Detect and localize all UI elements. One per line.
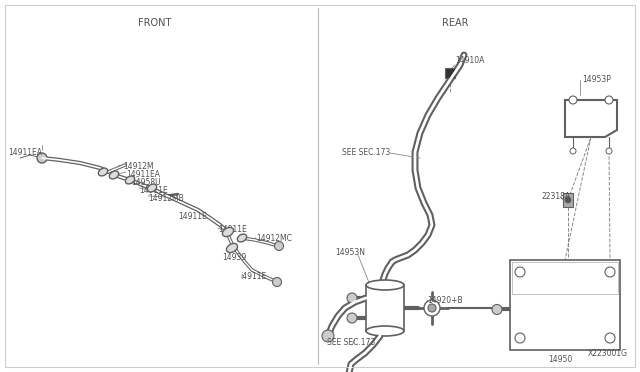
Circle shape — [322, 330, 334, 342]
Text: 14911E: 14911E — [218, 225, 247, 234]
Circle shape — [515, 333, 525, 343]
Text: 14912M: 14912M — [123, 162, 154, 171]
Circle shape — [570, 148, 576, 154]
Text: SEE SEC.173: SEE SEC.173 — [342, 148, 390, 157]
Text: 14939: 14939 — [222, 253, 246, 262]
Text: 14912MB: 14912MB — [148, 194, 184, 203]
Text: SEE SEC.173: SEE SEC.173 — [327, 338, 375, 347]
Text: 14910A: 14910A — [455, 56, 484, 65]
Text: 14950: 14950 — [548, 355, 572, 364]
Circle shape — [605, 96, 613, 104]
Text: X223001G: X223001G — [588, 349, 628, 358]
Ellipse shape — [366, 280, 404, 290]
Text: 14911EA: 14911EA — [126, 170, 160, 179]
Circle shape — [606, 148, 612, 154]
Bar — [512, 262, 618, 294]
Circle shape — [275, 241, 284, 250]
Text: 14912MC: 14912MC — [256, 234, 292, 243]
Ellipse shape — [125, 176, 134, 184]
Ellipse shape — [223, 227, 234, 237]
Text: 22318A: 22318A — [542, 192, 571, 201]
Ellipse shape — [227, 243, 237, 253]
Text: 14958U: 14958U — [131, 178, 161, 187]
Circle shape — [37, 153, 47, 163]
Text: i4911E: i4911E — [240, 272, 266, 281]
Text: 14953P: 14953P — [582, 75, 611, 84]
Circle shape — [428, 304, 436, 312]
Text: FRONT: FRONT — [138, 18, 172, 28]
Circle shape — [273, 278, 282, 286]
Text: REAR: REAR — [442, 18, 468, 28]
Text: 14911E: 14911E — [178, 212, 207, 221]
Bar — [563, 193, 573, 207]
Ellipse shape — [109, 171, 118, 179]
Ellipse shape — [147, 184, 157, 192]
Circle shape — [347, 293, 357, 303]
Circle shape — [605, 333, 615, 343]
Ellipse shape — [366, 326, 404, 336]
Circle shape — [569, 96, 577, 104]
Bar — [445, 68, 455, 78]
Bar — [366, 285, 404, 331]
Bar — [510, 260, 620, 350]
Text: 14953N: 14953N — [335, 248, 365, 257]
Circle shape — [424, 300, 440, 316]
Circle shape — [565, 197, 571, 203]
Circle shape — [515, 267, 525, 277]
Ellipse shape — [237, 234, 246, 242]
Circle shape — [492, 305, 502, 314]
Ellipse shape — [99, 168, 108, 176]
Text: 14911E: 14911E — [139, 186, 168, 195]
Text: 14911EA: 14911EA — [8, 148, 42, 157]
Circle shape — [605, 267, 615, 277]
Text: 14920+B: 14920+B — [427, 296, 463, 305]
Circle shape — [347, 313, 357, 323]
